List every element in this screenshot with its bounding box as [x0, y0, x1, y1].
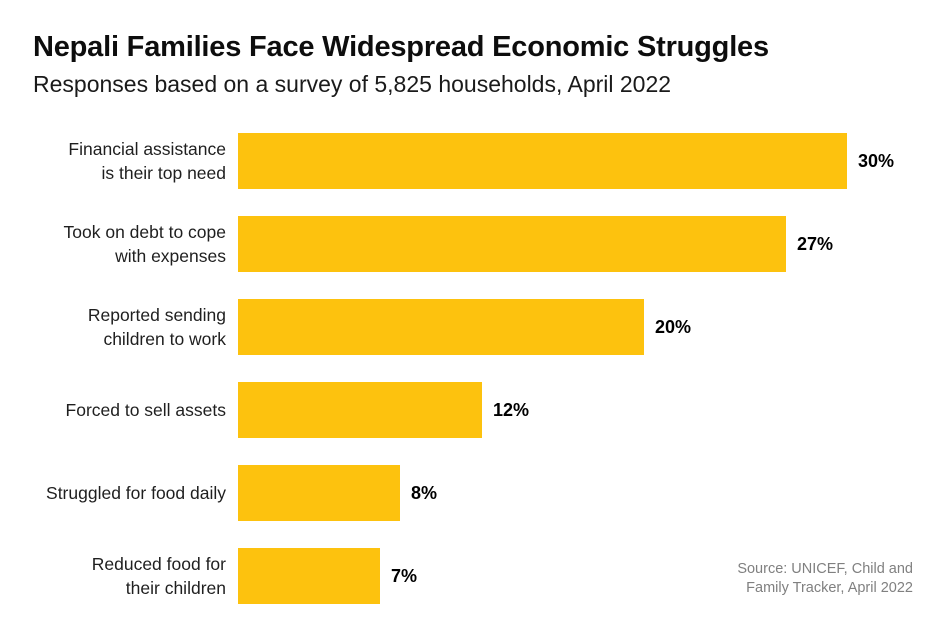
category-label: Reduced food for their children: [91, 554, 226, 598]
bar-row: Reduced food for their children 7%: [0, 548, 946, 604]
source-line-2: Family Tracker, April 2022: [746, 580, 913, 596]
source-note: Source: UNICEF, Child and Family Tracker…: [737, 560, 913, 598]
category-label: Forced to sell assets: [65, 400, 226, 420]
category-label: Financial assistance is their top need: [68, 139, 226, 183]
value-label: 12%: [493, 399, 530, 420]
category-label: Took on debt to cope with expenses: [63, 222, 226, 266]
bar-row: Struggled for food daily 8%: [0, 465, 946, 521]
value-label: 8%: [411, 482, 438, 503]
source-line-1: Source: UNICEF, Child and: [737, 561, 913, 577]
bar: [238, 465, 400, 521]
bar-chart: Financial assistance is their top need 30%…: [0, 133, 946, 631]
bar: [238, 548, 380, 604]
bar: [238, 299, 644, 355]
bar-track: 12%: [238, 382, 946, 438]
bar: [238, 382, 482, 438]
bar: [238, 133, 847, 189]
bar-track: 7%: [238, 548, 946, 604]
chart-title: Nepali Families Face Widespread Economic…: [33, 31, 769, 63]
bar: [238, 216, 786, 272]
category-label: Reported sending children to work: [87, 305, 226, 349]
category-label: Struggled for food daily: [46, 483, 226, 503]
bar-row: Took on debt to cope with expenses 27%: [0, 216, 946, 272]
chart-header: Nepali Families Face Widespread Economic…: [33, 31, 913, 97]
bar-track: 30%: [238, 133, 946, 189]
value-label: 20%: [655, 316, 692, 337]
bar-row: Reported sending children to work 20%: [0, 299, 946, 355]
value-label: 27%: [797, 233, 834, 254]
bar-row: Financial assistance is their top need 30%: [0, 133, 946, 189]
chart-subtitle: Responses based on a survey of 5,825 hou…: [33, 71, 672, 97]
value-label: 30%: [858, 150, 895, 171]
bar-row: Forced to sell assets 12%: [0, 382, 946, 438]
bar-track: 27%: [238, 216, 946, 272]
bar-track: 20%: [238, 299, 946, 355]
value-label: 7%: [391, 565, 418, 586]
bar-track: 8%: [238, 465, 946, 521]
